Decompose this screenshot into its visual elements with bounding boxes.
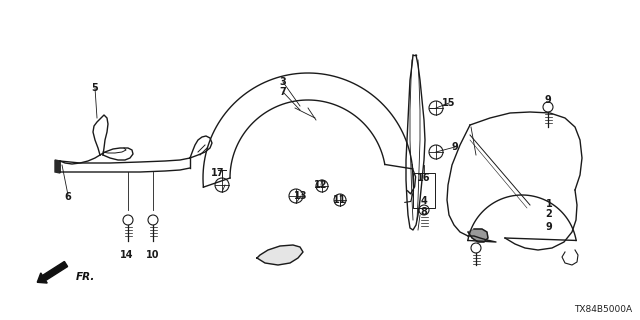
Text: 16: 16: [417, 173, 431, 183]
Text: 1: 1: [546, 199, 552, 209]
Text: FR.: FR.: [76, 272, 95, 282]
Polygon shape: [55, 160, 60, 173]
Text: 15: 15: [442, 98, 456, 108]
Bar: [413, 173, 435, 208]
Text: 9: 9: [452, 142, 458, 152]
Text: 7: 7: [280, 87, 286, 97]
Text: 14: 14: [120, 250, 134, 260]
Text: 13: 13: [294, 191, 308, 201]
Text: 12: 12: [314, 180, 328, 190]
Text: 4: 4: [420, 196, 428, 206]
FancyArrow shape: [37, 261, 68, 283]
Text: 9: 9: [545, 95, 552, 105]
Text: 5: 5: [92, 83, 99, 93]
Polygon shape: [257, 245, 303, 265]
Text: 11: 11: [333, 195, 347, 205]
Text: 8: 8: [420, 207, 428, 217]
Text: TX84B5000A: TX84B5000A: [574, 305, 632, 314]
Text: 3: 3: [280, 77, 286, 87]
Text: 10: 10: [147, 250, 160, 260]
Text: 17: 17: [211, 168, 225, 178]
Text: 6: 6: [65, 192, 72, 202]
Text: 9: 9: [546, 222, 552, 232]
Polygon shape: [468, 229, 488, 242]
Text: 2: 2: [546, 209, 552, 219]
